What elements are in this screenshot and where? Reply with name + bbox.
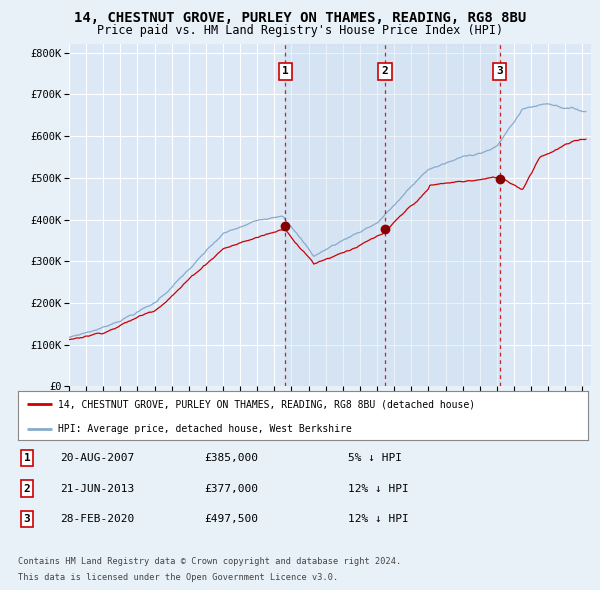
Text: 21-JUN-2013: 21-JUN-2013	[60, 484, 134, 493]
Text: 3: 3	[496, 67, 503, 76]
Text: 14, CHESTNUT GROVE, PURLEY ON THAMES, READING, RG8 8BU (detached house): 14, CHESTNUT GROVE, PURLEY ON THAMES, RE…	[58, 399, 475, 409]
Text: 28-FEB-2020: 28-FEB-2020	[60, 514, 134, 524]
Text: 14, CHESTNUT GROVE, PURLEY ON THAMES, READING, RG8 8BU: 14, CHESTNUT GROVE, PURLEY ON THAMES, RE…	[74, 11, 526, 25]
Text: £385,000: £385,000	[204, 453, 258, 463]
Text: 12% ↓ HPI: 12% ↓ HPI	[348, 484, 409, 493]
Text: 3: 3	[23, 514, 31, 524]
Text: 2: 2	[382, 67, 388, 76]
Text: Price paid vs. HM Land Registry's House Price Index (HPI): Price paid vs. HM Land Registry's House …	[97, 24, 503, 37]
Text: £377,000: £377,000	[204, 484, 258, 493]
Text: 2: 2	[23, 484, 31, 493]
Bar	[286, 44, 500, 386]
Text: This data is licensed under the Open Government Licence v3.0.: This data is licensed under the Open Gov…	[18, 572, 338, 582]
Text: £497,500: £497,500	[204, 514, 258, 524]
Text: 5% ↓ HPI: 5% ↓ HPI	[348, 453, 402, 463]
Text: 12% ↓ HPI: 12% ↓ HPI	[348, 514, 409, 524]
Text: 1: 1	[282, 67, 289, 76]
Text: 1: 1	[23, 453, 31, 463]
Text: 20-AUG-2007: 20-AUG-2007	[60, 453, 134, 463]
Text: Contains HM Land Registry data © Crown copyright and database right 2024.: Contains HM Land Registry data © Crown c…	[18, 557, 401, 566]
Text: HPI: Average price, detached house, West Berkshire: HPI: Average price, detached house, West…	[58, 424, 352, 434]
